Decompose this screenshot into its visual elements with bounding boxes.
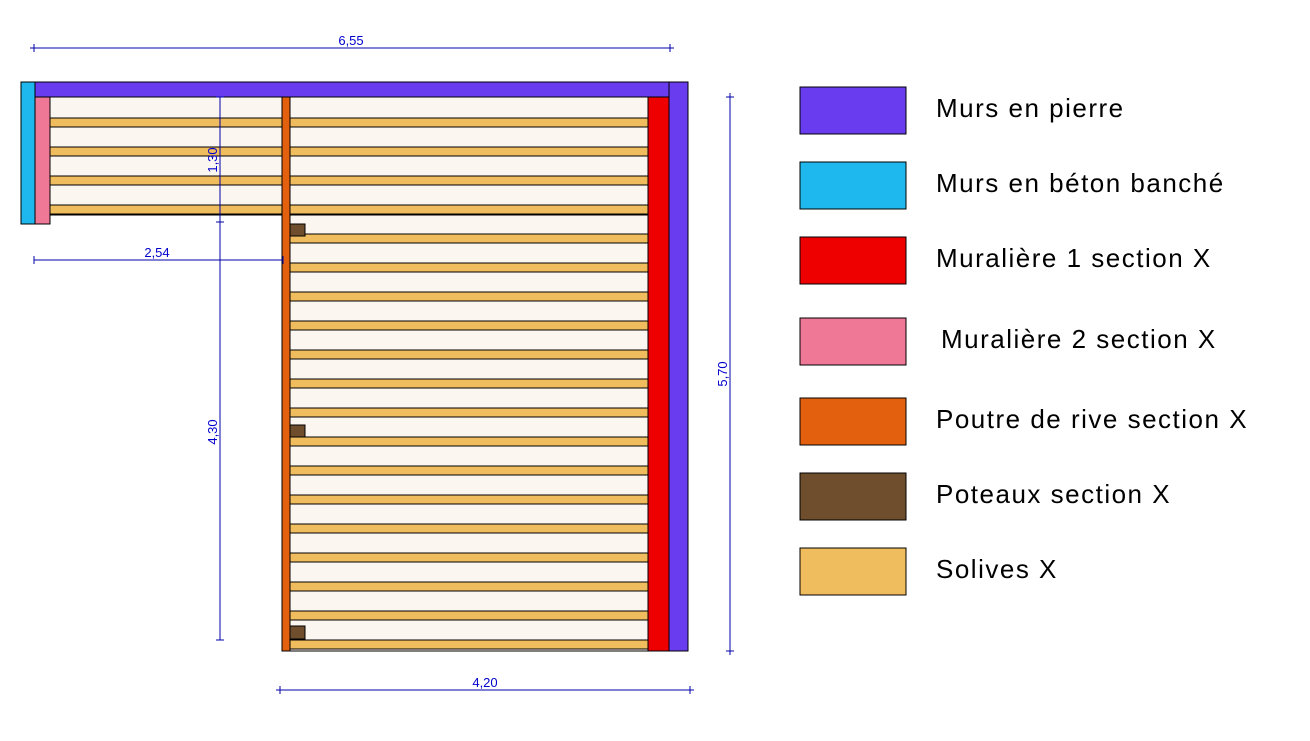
floor-lower-area	[289, 214, 649, 652]
legend-label: Solives X	[936, 554, 1058, 584]
joist	[289, 581, 649, 592]
joist	[49, 204, 649, 215]
legend-label: Poteaux section X	[936, 479, 1171, 509]
legend-label: Murs en béton banché	[936, 168, 1225, 198]
legend-label: Muralière 1 section X	[936, 243, 1212, 273]
legend-swatch	[799, 236, 907, 285]
dimension-bottom-width-label: 4,20	[472, 675, 497, 690]
joist	[289, 349, 649, 360]
legend-swatch	[799, 472, 907, 521]
legend-swatch	[799, 86, 907, 135]
post	[289, 223, 306, 237]
joist	[289, 523, 649, 534]
legend-label: Poutre de rive section X	[936, 404, 1248, 434]
dimension-inner-vertical	[216, 96, 224, 641]
post	[289, 625, 306, 640]
legend-label: Murs en pierre	[936, 93, 1125, 123]
dimension-lower-depth-label: 4,30	[205, 419, 220, 444]
joist	[289, 465, 649, 476]
post	[289, 424, 306, 438]
joist	[289, 233, 649, 244]
dimension-right-height	[726, 93, 734, 655]
joist	[289, 320, 649, 331]
joist	[289, 378, 649, 389]
joist	[289, 552, 649, 563]
legend-swatch	[799, 161, 907, 210]
joist	[49, 117, 649, 128]
joist	[289, 494, 649, 505]
joists-lower	[289, 233, 649, 650]
joist	[289, 436, 649, 447]
wall-plate-2	[34, 96, 51, 225]
legend-label: Muralière 2 section X	[941, 324, 1217, 354]
joist	[289, 610, 649, 621]
dimension-left-span	[33, 256, 284, 264]
stone-wall-right	[668, 81, 689, 652]
dimension-left-span-label: 2,54	[144, 245, 169, 260]
joist	[289, 291, 649, 302]
legend-swatch	[799, 397, 907, 446]
joist	[289, 639, 649, 650]
concrete-wall-left	[20, 81, 36, 225]
stone-wall-top	[33, 81, 689, 98]
joist	[49, 175, 649, 186]
legend: Murs en pierre Murs en béton banché Murali…	[799, 86, 1248, 596]
joist	[289, 407, 649, 418]
dimension-top-width	[30, 44, 674, 52]
joist	[289, 262, 649, 273]
legend-swatch	[799, 547, 907, 596]
joist	[49, 146, 649, 157]
edge-beam	[281, 96, 291, 652]
dimension-top-width-label: 6,55	[338, 33, 363, 48]
dimension-right-height-label: 5,70	[715, 361, 730, 386]
dimension-upper-depth-label: 1,30	[205, 147, 220, 172]
wall-plate-1	[647, 96, 670, 652]
legend-swatch	[799, 317, 907, 366]
dimension-bottom-width	[276, 686, 694, 694]
